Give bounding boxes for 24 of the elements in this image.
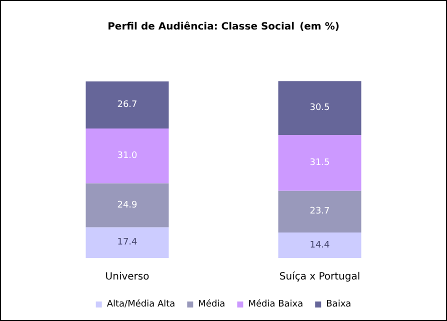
bar	[278, 135, 362, 191]
data-label: 17.4	[117, 238, 138, 248]
x-tick-label: Universo	[105, 272, 150, 282]
legend-label: Alta/Média Alta	[106, 298, 176, 310]
data-label: 31.0	[117, 150, 138, 161]
bar	[278, 81, 362, 136]
bar	[278, 232, 362, 258]
bar	[86, 81, 169, 129]
legend-label: Média Baixa	[248, 298, 304, 310]
bar	[278, 190, 362, 233]
legend-label: Baixa	[326, 300, 352, 310]
bar	[86, 183, 169, 228]
bar	[86, 227, 169, 258]
chart-title: Perfil de Audiência: Classe Social	[108, 22, 295, 32]
data-label: 30.5	[310, 103, 330, 114]
data-label: 23.7	[310, 206, 330, 217]
legend-label: Média	[198, 298, 226, 310]
data-label: 31.5	[310, 158, 330, 168]
x-tick-label: Suíça x Portugal	[279, 272, 360, 282]
chart-subtitle: (em %)	[300, 22, 340, 32]
data-label: 14.4	[310, 240, 330, 250]
data-label: 26.7	[117, 100, 138, 110]
data-label: 24.9	[117, 200, 138, 210]
bar	[86, 128, 169, 184]
